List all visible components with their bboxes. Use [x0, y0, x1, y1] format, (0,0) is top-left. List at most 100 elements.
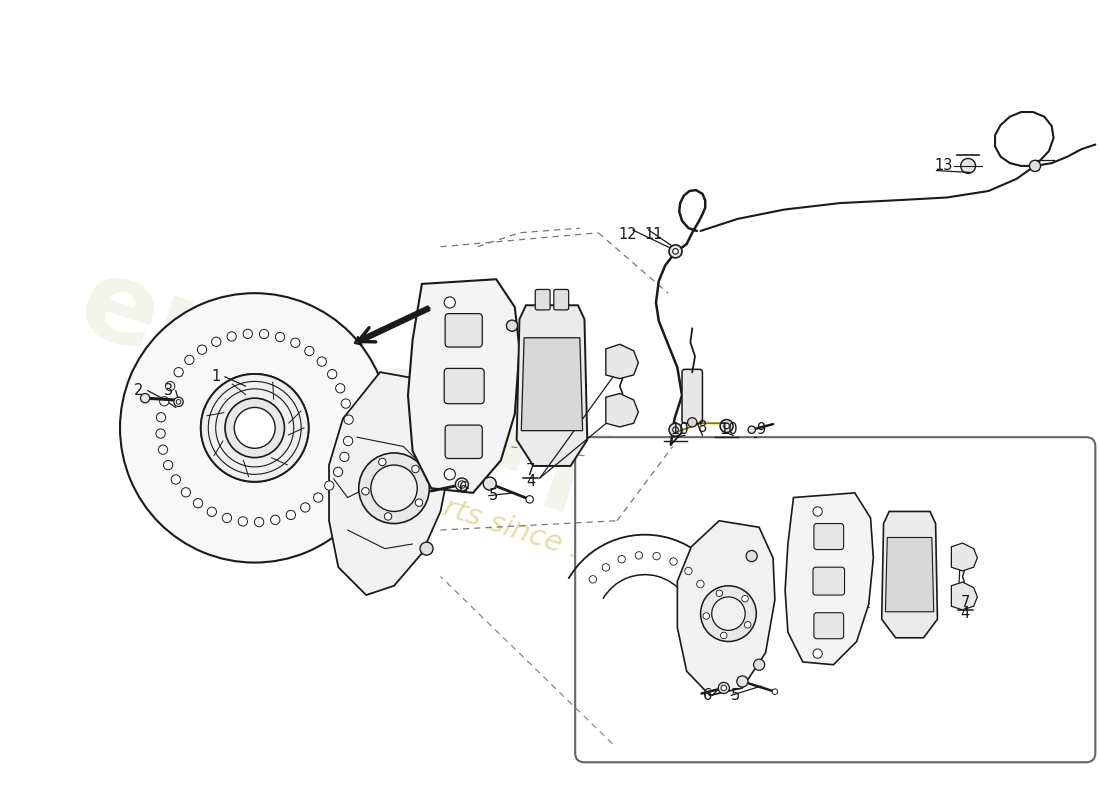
Circle shape: [669, 423, 682, 436]
Text: 6: 6: [703, 688, 713, 703]
Circle shape: [458, 481, 465, 488]
Circle shape: [420, 542, 433, 555]
Circle shape: [688, 418, 697, 427]
Circle shape: [772, 689, 778, 694]
Circle shape: [254, 518, 264, 526]
Circle shape: [343, 436, 353, 446]
Circle shape: [673, 249, 679, 254]
Circle shape: [411, 466, 419, 473]
Text: 8: 8: [697, 420, 707, 435]
Text: 1: 1: [211, 370, 220, 384]
FancyBboxPatch shape: [682, 370, 703, 423]
Text: 11: 11: [644, 227, 662, 242]
Circle shape: [384, 513, 392, 520]
FancyBboxPatch shape: [446, 314, 482, 347]
Circle shape: [185, 355, 194, 365]
Circle shape: [712, 597, 745, 630]
Text: 7: 7: [526, 463, 536, 478]
Circle shape: [176, 399, 180, 404]
Circle shape: [741, 595, 748, 602]
Circle shape: [635, 552, 642, 559]
Circle shape: [705, 596, 713, 603]
Circle shape: [197, 345, 207, 354]
Circle shape: [174, 367, 184, 377]
Circle shape: [602, 564, 609, 571]
Circle shape: [226, 398, 285, 458]
Circle shape: [410, 417, 424, 430]
Polygon shape: [882, 511, 937, 638]
Circle shape: [194, 498, 202, 508]
Circle shape: [720, 632, 727, 638]
Circle shape: [618, 555, 626, 563]
Circle shape: [703, 613, 710, 619]
Circle shape: [455, 478, 469, 491]
Polygon shape: [517, 306, 587, 466]
Circle shape: [158, 445, 167, 454]
Circle shape: [222, 514, 232, 522]
Circle shape: [416, 499, 422, 506]
Text: 13: 13: [935, 158, 953, 174]
FancyBboxPatch shape: [813, 567, 845, 595]
Circle shape: [290, 338, 300, 347]
FancyBboxPatch shape: [536, 290, 550, 310]
Polygon shape: [952, 543, 978, 571]
Circle shape: [300, 503, 310, 512]
FancyBboxPatch shape: [814, 613, 844, 638]
Text: 9: 9: [757, 422, 766, 438]
Polygon shape: [678, 521, 774, 695]
Polygon shape: [952, 582, 978, 610]
Text: 10: 10: [671, 422, 690, 438]
Circle shape: [271, 515, 279, 525]
Circle shape: [444, 469, 455, 480]
FancyBboxPatch shape: [446, 425, 482, 458]
Circle shape: [165, 382, 175, 390]
Circle shape: [701, 586, 757, 642]
Text: 4: 4: [960, 606, 970, 621]
Circle shape: [670, 558, 678, 565]
Circle shape: [718, 682, 729, 694]
Circle shape: [720, 419, 733, 433]
Polygon shape: [886, 538, 934, 612]
Circle shape: [371, 465, 417, 511]
Text: eurocarparts: eurocarparts: [66, 246, 890, 609]
Circle shape: [207, 507, 217, 517]
Circle shape: [317, 357, 327, 366]
Circle shape: [362, 487, 370, 495]
Circle shape: [141, 394, 150, 402]
Circle shape: [174, 398, 184, 406]
Circle shape: [716, 590, 723, 597]
FancyBboxPatch shape: [575, 437, 1096, 762]
Circle shape: [746, 550, 757, 562]
Circle shape: [754, 659, 764, 670]
Text: 2: 2: [134, 383, 143, 398]
Circle shape: [344, 415, 353, 424]
Circle shape: [359, 453, 429, 523]
Circle shape: [737, 676, 748, 687]
Circle shape: [684, 567, 692, 574]
FancyBboxPatch shape: [553, 290, 569, 310]
Circle shape: [156, 429, 165, 438]
Circle shape: [243, 329, 252, 338]
Circle shape: [653, 553, 660, 560]
Circle shape: [813, 649, 823, 658]
Circle shape: [275, 333, 285, 342]
Circle shape: [211, 337, 221, 346]
Circle shape: [341, 399, 351, 408]
Circle shape: [526, 496, 534, 503]
Text: 5: 5: [488, 488, 498, 503]
Polygon shape: [408, 279, 519, 493]
Circle shape: [333, 467, 343, 477]
Polygon shape: [329, 372, 450, 595]
Text: 4: 4: [526, 474, 536, 490]
Circle shape: [378, 458, 386, 466]
Circle shape: [328, 370, 337, 378]
Circle shape: [164, 461, 173, 470]
Circle shape: [960, 158, 976, 174]
Text: 12: 12: [619, 227, 637, 242]
Text: 3: 3: [164, 383, 173, 398]
Circle shape: [669, 245, 682, 258]
Circle shape: [673, 427, 679, 433]
Circle shape: [745, 622, 751, 628]
Circle shape: [720, 685, 727, 690]
Polygon shape: [785, 493, 873, 665]
